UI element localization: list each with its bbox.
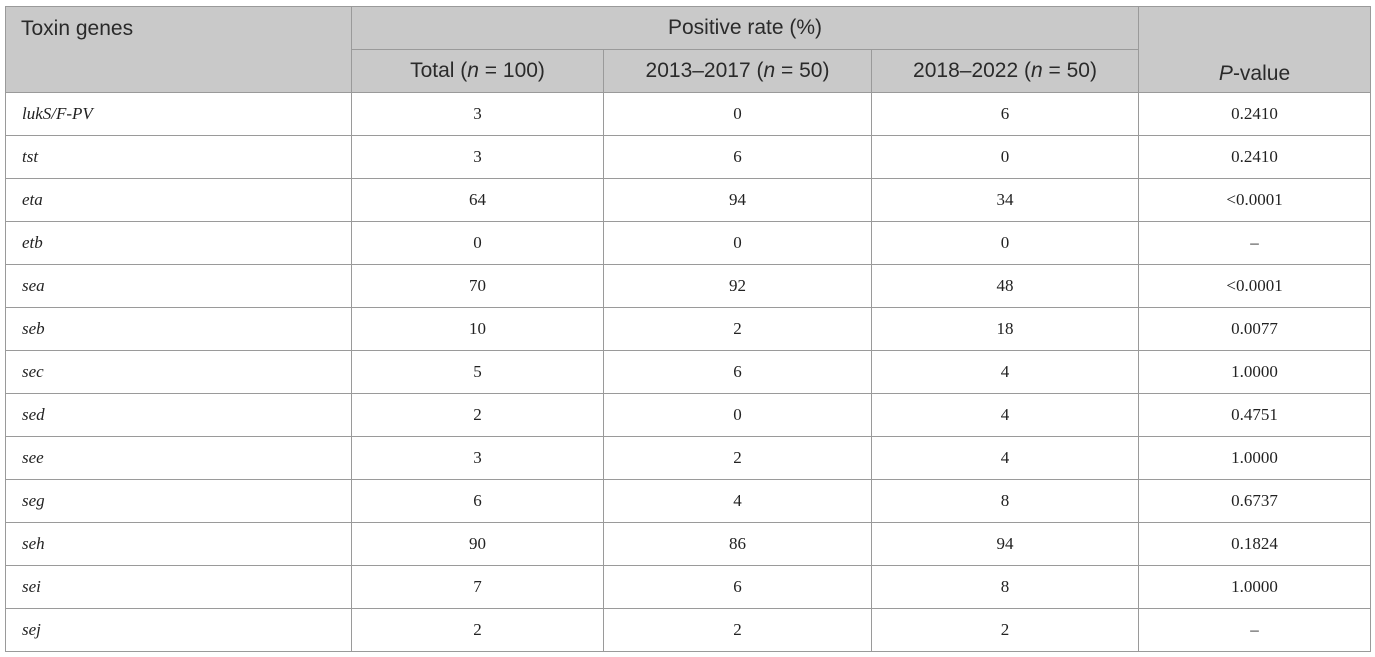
period-2013-2017-cell: 6 bbox=[603, 135, 872, 179]
header-2018-2022-label: 2018–2022 ( bbox=[913, 59, 1031, 82]
p-value-cell: 1.0000 bbox=[1138, 436, 1372, 480]
table-body: lukS/F-PV 3 0 6 0.2410 tst 3 6 0 0.2410 eta 64 94 34 <… bbox=[5, 92, 1372, 652]
period-2013-2017-cell: 4 bbox=[603, 479, 872, 523]
p-value-cell: 0.6737 bbox=[1138, 479, 1372, 523]
table-row: lukS/F-PV 3 0 6 0.2410 bbox=[5, 92, 1372, 136]
period-2018-2022-cell: 8 bbox=[870, 479, 1140, 523]
period-2013-2017-cell: 6 bbox=[603, 350, 872, 394]
p-value-cell: – bbox=[1138, 221, 1372, 265]
gene-cell: sea bbox=[5, 264, 352, 308]
header-total-label: Total ( bbox=[410, 59, 468, 82]
p-value-cell: 0.2410 bbox=[1138, 135, 1372, 179]
table-row: etb 0 0 0– bbox=[5, 221, 1372, 265]
header-2013-2017: 2013–2017 (n = 50) bbox=[603, 49, 872, 93]
p-value-cell: 0.1824 bbox=[1138, 522, 1372, 566]
gene-cell: sei bbox=[5, 565, 352, 609]
p-value-cell: <0.0001 bbox=[1138, 264, 1372, 308]
period-2018-2022-cell: 4 bbox=[870, 393, 1140, 437]
total-cell: 3 bbox=[351, 436, 604, 480]
total-cell: 10 bbox=[351, 307, 604, 351]
header-p-value-p: P bbox=[1218, 62, 1233, 85]
p-value-cell: 0.0077 bbox=[1138, 307, 1372, 351]
period-2013-2017-cell: 2 bbox=[603, 436, 872, 480]
period-2013-2017-cell: 92 bbox=[603, 264, 872, 308]
period-2013-2017-cell: 0 bbox=[603, 92, 872, 136]
header-p-value: P-value bbox=[1138, 6, 1372, 93]
table-row: sea 70 92 48 <0.0001 bbox=[5, 264, 1372, 308]
period-2018-2022-cell: 4 bbox=[870, 436, 1140, 480]
table-row: seg 6 4 8 0.6737 bbox=[5, 479, 1372, 523]
period-2013-2017-cell: 6 bbox=[603, 565, 872, 609]
header-p-value-suffix: -value bbox=[1232, 62, 1291, 85]
gene-cell: seh bbox=[5, 522, 352, 566]
table-row: sec 5 6 4 1.0000 bbox=[5, 350, 1372, 394]
header-2013-2017-count: = 50) bbox=[775, 59, 830, 82]
total-cell: 3 bbox=[351, 135, 604, 179]
gene-cell: sec bbox=[5, 350, 352, 394]
total-cell: 64 bbox=[351, 178, 604, 222]
p-value-cell: 1.0000 bbox=[1138, 350, 1372, 394]
header-2018-2022: 2018–2022 (n = 50) bbox=[870, 49, 1140, 93]
period-2013-2017-cell: 2 bbox=[603, 608, 872, 652]
p-value-cell: <0.0001 bbox=[1138, 178, 1372, 222]
total-cell: 2 bbox=[351, 608, 604, 652]
header-total: Total (n = 100) bbox=[351, 49, 604, 93]
table-header: Toxin genes Positive rate (%) P-value To… bbox=[5, 6, 1372, 93]
period-2018-2022-cell: 8 bbox=[870, 565, 1140, 609]
gene-cell: sed bbox=[5, 393, 352, 437]
total-cell: 70 bbox=[351, 264, 604, 308]
toxin-genes-table: Toxin genes Positive rate (%) P-value To… bbox=[5, 6, 1372, 652]
period-2013-2017-cell: 0 bbox=[603, 221, 872, 265]
p-value-cell: – bbox=[1138, 608, 1372, 652]
header-toxin-genes: Toxin genes bbox=[5, 6, 352, 93]
table-row: seh 90 86 94 0.1824 bbox=[5, 522, 1372, 566]
period-2018-2022-cell: 48 bbox=[870, 264, 1140, 308]
gene-cell: lukS/F-PV bbox=[5, 92, 352, 136]
gene-cell: tst bbox=[5, 135, 352, 179]
total-cell: 0 bbox=[351, 221, 604, 265]
gene-cell: see bbox=[5, 436, 352, 480]
period-2013-2017-cell: 86 bbox=[603, 522, 872, 566]
gene-cell: seb bbox=[5, 307, 352, 351]
p-value-cell: 0.4751 bbox=[1138, 393, 1372, 437]
table-row: sei 7 6 8 1.0000 bbox=[5, 565, 1372, 609]
table-row: eta 64 94 34 <0.0001 bbox=[5, 178, 1372, 222]
header-2018-2022-n: n bbox=[1031, 59, 1043, 82]
period-2013-2017-cell: 94 bbox=[603, 178, 872, 222]
period-2013-2017-cell: 2 bbox=[603, 307, 872, 351]
p-value-cell: 1.0000 bbox=[1138, 565, 1372, 609]
gene-cell: etb bbox=[5, 221, 352, 265]
header-total-count: = 100) bbox=[478, 59, 545, 82]
period-2018-2022-cell: 0 bbox=[870, 135, 1140, 179]
total-cell: 6 bbox=[351, 479, 604, 523]
header-total-n: n bbox=[467, 59, 479, 82]
header-2013-2017-label: 2013–2017 ( bbox=[645, 59, 764, 82]
period-2018-2022-cell: 94 bbox=[870, 522, 1140, 566]
table-row: sed 2 0 4 0.4751 bbox=[5, 393, 1372, 437]
header-positive-rate: Positive rate (%) bbox=[350, 6, 1140, 50]
period-2018-2022-cell: 4 bbox=[870, 350, 1140, 394]
period-2018-2022-cell: 34 bbox=[870, 178, 1140, 222]
gene-cell: sej bbox=[5, 608, 352, 652]
period-2018-2022-cell: 18 bbox=[870, 307, 1140, 351]
header-2018-2022-count: = 50) bbox=[1042, 59, 1097, 82]
p-value-cell: 0.2410 bbox=[1138, 92, 1372, 136]
table-row: sej 2 2 2– bbox=[5, 608, 1372, 652]
gene-cell: eta bbox=[5, 178, 352, 222]
total-cell: 2 bbox=[351, 393, 604, 437]
table-row: seb 10 2 18 0.0077 bbox=[5, 307, 1372, 351]
period-2018-2022-cell: 2 bbox=[870, 608, 1140, 652]
table-row: see 3 2 4 1.0000 bbox=[5, 436, 1372, 480]
period-2018-2022-cell: 0 bbox=[870, 221, 1140, 265]
total-cell: 90 bbox=[351, 522, 604, 566]
table-row: tst 3 6 0 0.2410 bbox=[5, 135, 1372, 179]
total-cell: 5 bbox=[351, 350, 604, 394]
period-2018-2022-cell: 6 bbox=[870, 92, 1140, 136]
gene-cell: seg bbox=[5, 479, 352, 523]
total-cell: 3 bbox=[351, 92, 604, 136]
header-2013-2017-n: n bbox=[763, 59, 776, 82]
period-2013-2017-cell: 0 bbox=[603, 393, 872, 437]
total-cell: 7 bbox=[351, 565, 604, 609]
